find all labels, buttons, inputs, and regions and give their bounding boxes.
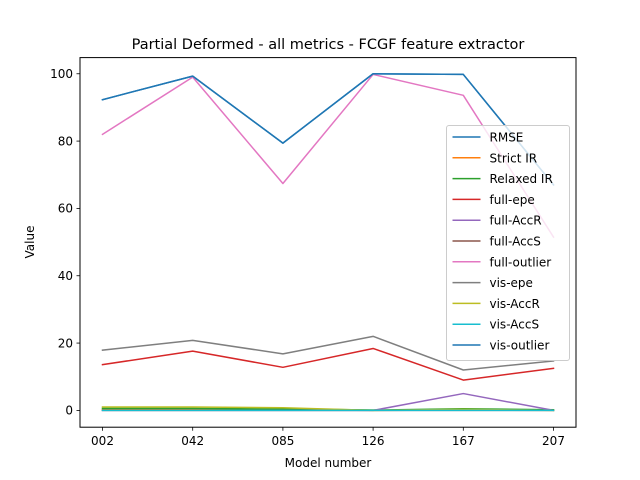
y-tick-label: 20 — [58, 336, 73, 350]
y-axis-label: Value — [23, 226, 37, 259]
legend-label: full-outlier — [490, 255, 552, 269]
x-tick-label: 002 — [91, 434, 114, 448]
y-tick-label: 40 — [58, 269, 73, 283]
x-tick-label: 126 — [362, 434, 385, 448]
plot-area — [101, 73, 555, 412]
legend-label: vis-epe — [490, 276, 533, 290]
series-line-3 — [101, 347, 555, 381]
y-tick-label: 60 — [58, 202, 73, 216]
series-line-8 — [101, 406, 555, 412]
series-line-10 — [101, 73, 555, 186]
x-axis-label: Model number — [285, 456, 372, 470]
legend-label: vis-AccS — [490, 318, 540, 332]
legend-label: vis-outlier — [490, 339, 550, 353]
x-axis: 002 042 085 126 167 207 — [91, 427, 565, 448]
x-tick-label: 207 — [542, 434, 565, 448]
legend-label: full-AccR — [490, 214, 542, 228]
legend-label: RMSE — [490, 131, 524, 145]
legend-label: full-AccS — [490, 235, 541, 249]
series-line-6 — [101, 73, 555, 239]
legend-box — [446, 125, 570, 361]
chart-title: Partial Deformed - all metrics - FCGF fe… — [132, 37, 525, 53]
x-tick-label: 085 — [271, 434, 294, 448]
y-axis: 0 20 40 60 80 100 — [50, 67, 80, 418]
legend: RMSE Strict IR Relaxed IR full-epe full-AccR… — [446, 125, 570, 361]
x-tick-label: 042 — [181, 434, 204, 448]
legend-label: vis-AccR — [490, 297, 540, 311]
y-tick-label: 100 — [50, 67, 73, 81]
legend-label: Relaxed IR — [490, 172, 553, 186]
y-tick-label: 80 — [58, 134, 73, 148]
axes-frame — [79, 57, 577, 428]
y-tick-label: 0 — [65, 404, 73, 418]
x-tick-label: 167 — [452, 434, 475, 448]
legend-label: Strict IR — [490, 151, 538, 165]
series-line-7 — [101, 335, 555, 371]
legend-label: full-epe — [490, 193, 535, 207]
